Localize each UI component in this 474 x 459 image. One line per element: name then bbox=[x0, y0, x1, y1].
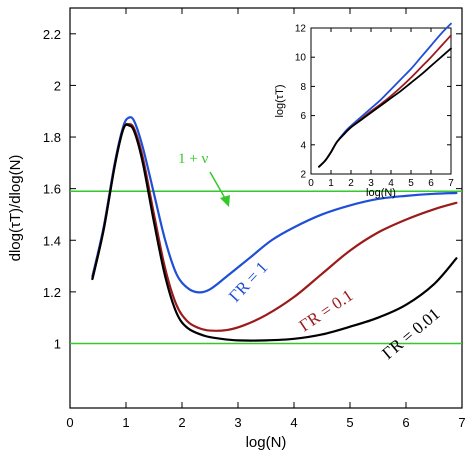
inset-y-tick-label: 2 bbox=[300, 170, 306, 181]
main-y-tick-label: 1.2 bbox=[43, 285, 61, 300]
main-x-tick-label: 5 bbox=[346, 415, 353, 430]
main-x-tick-label: 4 bbox=[290, 415, 297, 430]
inset-x-tick-label: 7 bbox=[448, 178, 454, 189]
inset-y-tick-label: 6 bbox=[300, 111, 306, 122]
curve-label-gamma-1: ΓR = 1 bbox=[225, 258, 271, 306]
inset-x-tick-label: 2 bbox=[348, 178, 354, 189]
main-y-tick-label: 1 bbox=[54, 336, 61, 351]
main-y-tick-label: 1.8 bbox=[43, 130, 61, 145]
inset-y-tick-label: 10 bbox=[295, 53, 307, 64]
main-y-tick-label: 2 bbox=[54, 78, 61, 93]
inset-x-tick-label: 5 bbox=[408, 178, 414, 189]
main-x-tick-label: 0 bbox=[66, 415, 73, 430]
annotation-arrow-head bbox=[220, 195, 230, 207]
inset-y-tick-label: 8 bbox=[300, 82, 306, 93]
main-y-tick-label: 1.4 bbox=[43, 233, 61, 248]
main-x-axis-label: log(N) bbox=[246, 434, 287, 451]
main-plot-frame bbox=[69, 7, 463, 409]
main-axis-ticks: 0 1 2 3 4 5 6 711.21.41.61.822.2 bbox=[43, 8, 466, 430]
inset-x-tick-label: 0 bbox=[308, 178, 314, 189]
main-x-tick-label: 2 bbox=[178, 415, 185, 430]
inset-y-tick-label: 4 bbox=[300, 140, 306, 151]
main-x-tick-label: 6 bbox=[402, 415, 409, 430]
annotation-arrow-shaft bbox=[209, 171, 227, 201]
main-series-line bbox=[91, 123, 458, 342]
inset-y-axis-label: log(τT) bbox=[274, 84, 286, 117]
inset-curves bbox=[318, 22, 452, 168]
main-curves bbox=[70, 116, 462, 345]
main-x-tick-label: 3 bbox=[234, 415, 241, 430]
main-y-tick-label: 2.2 bbox=[43, 27, 61, 42]
inset-x-tick-label: 3 bbox=[368, 178, 374, 189]
one-plus-nu-annotation: 1 + ν bbox=[178, 151, 208, 167]
inset-x-tick-label: 6 bbox=[428, 178, 434, 189]
main-y-axis-label: dlog(τT)/dlog(N) bbox=[7, 155, 24, 262]
inset-plot-frame bbox=[310, 27, 452, 175]
inset-x-tick-label: 1 bbox=[328, 178, 334, 189]
main-series-line bbox=[91, 116, 458, 294]
inset-series-line bbox=[318, 47, 452, 168]
main-y-tick-label: 1.6 bbox=[43, 182, 61, 197]
inset-x-tick-label: 4 bbox=[388, 178, 394, 189]
inset-x-axis-label: log(N) bbox=[366, 187, 396, 199]
main-x-tick-label: 7 bbox=[458, 415, 465, 430]
main-x-tick-label: 1 bbox=[122, 415, 129, 430]
inset-y-tick-label: 12 bbox=[295, 24, 307, 35]
